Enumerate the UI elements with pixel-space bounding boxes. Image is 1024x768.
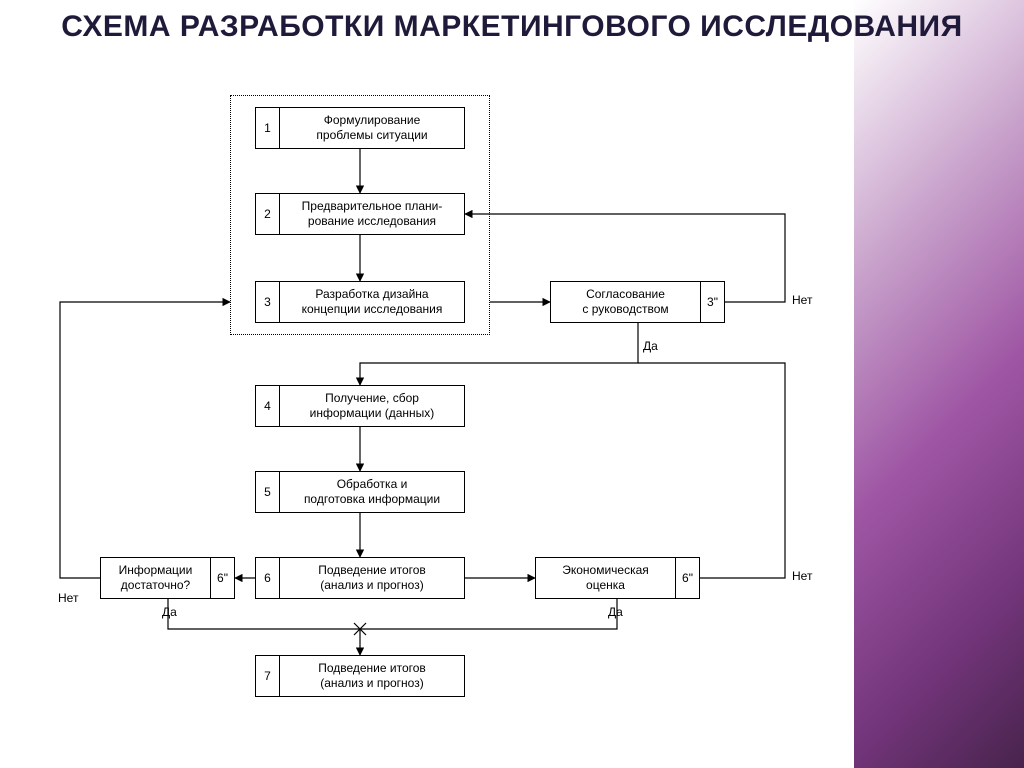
node-number: 1 [256,108,280,148]
node-number: 2 [256,194,280,234]
edge-e12 [60,302,230,578]
node-label: Информации достаточно? [101,558,210,598]
edge-e11 [360,599,617,629]
node-label: Экономическая оценка [536,558,675,598]
edge-e10 [168,599,360,655]
flowchart-diagram: 1Формулирование проблемы ситуации 2Предва… [80,95,900,735]
node-label: Разработка дизайна концепции исследовани… [280,282,464,322]
node-label: Согласование с руководством [551,282,700,322]
node-label: Подведение итогов (анализ и прогноз) [280,558,464,598]
flowchart-node-n4: 4Получение, сбор информации (данных) [255,385,465,427]
flowchart-node-n6b: Экономическая оценка6" [535,557,700,599]
flowchart-node-n7: 7Подведение итогов (анализ и прогноз) [255,655,465,697]
slide-title: СХЕМА РАЗРАБОТКИ МАРКЕТИНГОВОГО ИССЛЕДОВ… [0,10,1024,45]
flowchart-node-n6a: Информации достаточно?6" [100,557,235,599]
node-label: Формулирование проблемы ситуации [280,108,464,148]
node-number: 4 [256,386,280,426]
flowchart-node-n6: 6Подведение итогов (анализ и прогноз) [255,557,465,599]
node-number: 6" [210,558,234,598]
edge-e13 [700,385,785,578]
edge-label: Да [608,605,623,619]
node-number: 3" [700,282,724,322]
node-number: 6" [675,558,699,598]
edge-label: Нет [792,569,812,583]
node-number: 6 [256,558,280,598]
node-label: Обработка и подготовка информации [280,472,464,512]
flowchart-node-n3a: Согласование с руководством3" [550,281,725,323]
flowchart-node-n3: 3Разработка дизайна концепции исследован… [255,281,465,323]
node-label: Получение, сбор информации (данных) [280,386,464,426]
node-label: Предварительное плани- рование исследова… [280,194,464,234]
node-number: 3 [256,282,280,322]
flowchart-node-n5: 5Обработка и подготовка информации [255,471,465,513]
flowchart-node-n2: 2Предварительное плани- рование исследов… [255,193,465,235]
edge-e4 [360,323,638,385]
flowchart-edges [80,95,900,735]
flowchart-node-n1: 1Формулирование проблемы ситуации [255,107,465,149]
slide: СХЕМА РАЗРАБОТКИ МАРКЕТИНГОВОГО ИССЛЕДОВ… [0,0,1024,768]
edge-label: Нет [58,591,78,605]
node-number: 5 [256,472,280,512]
edge-label: Нет [792,293,812,307]
node-label: Подведение итогов (анализ и прогноз) [280,656,464,696]
node-number: 7 [256,656,280,696]
edge-label: Да [643,339,658,353]
edge-label: Да [162,605,177,619]
edge-e13b [638,363,785,385]
